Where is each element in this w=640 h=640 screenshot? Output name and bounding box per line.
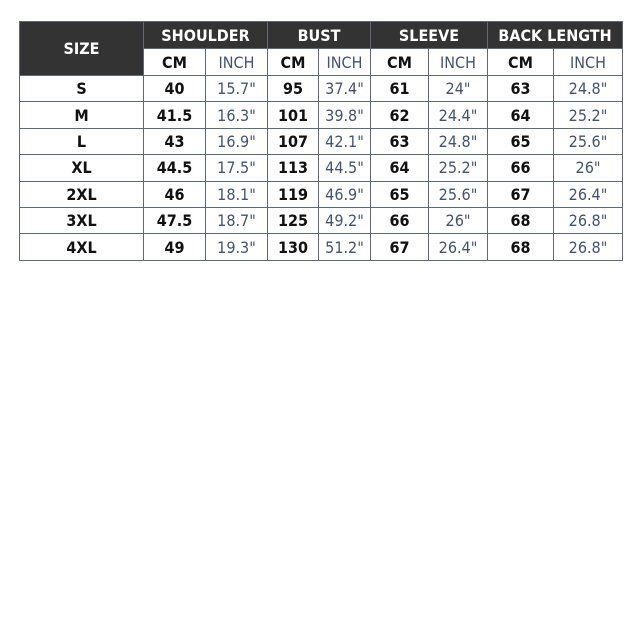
cm-cell: 113 bbox=[267, 154, 319, 182]
cm-cell: 67 bbox=[370, 233, 429, 261]
inch-cell: 37.4" bbox=[318, 74, 371, 103]
inch-cell: 39.8" bbox=[318, 101, 371, 129]
inch-cell: 26.4" bbox=[553, 180, 623, 208]
unit-cm-header: CM bbox=[370, 48, 429, 76]
unit-cm-header: CM bbox=[487, 48, 554, 76]
size-cell: 3XL bbox=[19, 206, 144, 235]
inch-cell: 49.2" bbox=[318, 206, 371, 235]
inch-cell: 24" bbox=[428, 74, 488, 103]
table-row: 2XL 46 18.1" 119 46.9" 65 25.6" 67 26.4" bbox=[19, 180, 623, 208]
unit-cm-header: CM bbox=[267, 48, 319, 76]
table-row: 4XL 49 19.3" 130 51.2" 67 26.4" 68 26.8" bbox=[19, 233, 623, 261]
inch-cell: 17.5" bbox=[205, 154, 268, 182]
inch-cell: 16.9" bbox=[205, 127, 268, 156]
back-length-header: BACK LENGTH bbox=[487, 21, 623, 49]
cm-cell: 125 bbox=[267, 206, 319, 235]
inch-cell: 16.3" bbox=[205, 101, 268, 129]
table-row: XL 44.5 17.5" 113 44.5" 64 25.2" 66 26" bbox=[19, 154, 623, 182]
inch-cell: 26" bbox=[428, 206, 488, 235]
inch-cell: 25.2" bbox=[428, 154, 488, 182]
unit-cm-header: CM bbox=[143, 48, 206, 76]
cm-cell: 47.5 bbox=[143, 206, 206, 235]
unit-inch-header: INCH bbox=[318, 48, 371, 76]
inch-cell: 24.8" bbox=[553, 74, 623, 103]
table-row: S 40 15.7" 95 37.4" 61 24" 63 24.8" bbox=[19, 74, 623, 103]
size-cell: S bbox=[19, 74, 144, 103]
inch-cell: 26.8" bbox=[553, 233, 623, 261]
unit-inch-header: INCH bbox=[428, 48, 488, 76]
unit-inch-header: INCH bbox=[205, 48, 268, 76]
sleeve-header: SLEEVE bbox=[370, 21, 488, 49]
bust-header: BUST bbox=[267, 21, 371, 49]
shoulder-header: SHOULDER bbox=[143, 21, 268, 49]
cm-cell: 64 bbox=[487, 101, 554, 129]
size-header: SIZE bbox=[19, 21, 144, 76]
cm-cell: 67 bbox=[487, 180, 554, 208]
inch-cell: 24.8" bbox=[428, 127, 488, 156]
inch-cell: 26.4" bbox=[428, 233, 488, 261]
cm-cell: 119 bbox=[267, 180, 319, 208]
cm-cell: 68 bbox=[487, 206, 554, 235]
inch-cell: 15.7" bbox=[205, 74, 268, 103]
cm-cell: 46 bbox=[143, 180, 206, 208]
inch-cell: 42.1" bbox=[318, 127, 371, 156]
cm-cell: 63 bbox=[370, 127, 429, 156]
cm-cell: 95 bbox=[267, 74, 319, 103]
cm-cell: 68 bbox=[487, 233, 554, 261]
inch-cell: 24.4" bbox=[428, 101, 488, 129]
cm-cell: 65 bbox=[487, 127, 554, 156]
cm-cell: 107 bbox=[267, 127, 319, 156]
size-cell: XL bbox=[19, 154, 144, 182]
inch-cell: 51.2" bbox=[318, 233, 371, 261]
inch-cell: 26" bbox=[553, 154, 623, 182]
inch-cell: 19.3" bbox=[205, 233, 268, 261]
header-row-units: CM INCH CM INCH CM INCH CM INCH bbox=[20, 48, 623, 76]
cm-cell: 66 bbox=[487, 154, 554, 182]
cm-cell: 101 bbox=[267, 101, 319, 129]
inch-cell: 18.1" bbox=[205, 180, 268, 208]
size-chart-table: SIZE SHOULDER BUST SLEEVE BACK LENGTH CM… bbox=[19, 21, 623, 261]
inch-cell: 25.2" bbox=[553, 101, 623, 129]
cm-cell: 40 bbox=[143, 74, 206, 103]
cm-cell: 64 bbox=[370, 154, 429, 182]
cm-cell: 130 bbox=[267, 233, 319, 261]
cm-cell: 41.5 bbox=[143, 101, 206, 129]
cm-cell: 66 bbox=[370, 206, 429, 235]
unit-inch-header: INCH bbox=[553, 48, 623, 76]
table-row: 3XL 47.5 18.7" 125 49.2" 66 26" 68 26.8" bbox=[19, 206, 623, 235]
cm-cell: 61 bbox=[370, 74, 429, 103]
table-row: L 43 16.9" 107 42.1" 63 24.8" 65 25.6" bbox=[19, 127, 623, 156]
table-row: M 41.5 16.3" 101 39.8" 62 24.4" 64 25.2" bbox=[19, 101, 623, 129]
cm-cell: 43 bbox=[143, 127, 206, 156]
cm-cell: 44.5 bbox=[143, 154, 206, 182]
inch-cell: 44.5" bbox=[318, 154, 371, 182]
cm-cell: 65 bbox=[370, 180, 429, 208]
size-cell: 2XL bbox=[19, 180, 144, 208]
inch-cell: 25.6" bbox=[553, 127, 623, 156]
size-cell: M bbox=[19, 101, 144, 129]
cm-cell: 49 bbox=[143, 233, 206, 261]
inch-cell: 26.8" bbox=[553, 206, 623, 235]
inch-cell: 25.6" bbox=[428, 180, 488, 208]
cm-cell: 63 bbox=[487, 74, 554, 103]
inch-cell: 46.9" bbox=[318, 180, 371, 208]
header-row-groups: SIZE SHOULDER BUST SLEEVE BACK LENGTH bbox=[19, 21, 623, 76]
size-cell: L bbox=[19, 127, 144, 156]
inch-cell: 18.7" bbox=[205, 206, 268, 235]
cm-cell: 62 bbox=[370, 101, 429, 129]
size-cell: 4XL bbox=[19, 233, 144, 261]
